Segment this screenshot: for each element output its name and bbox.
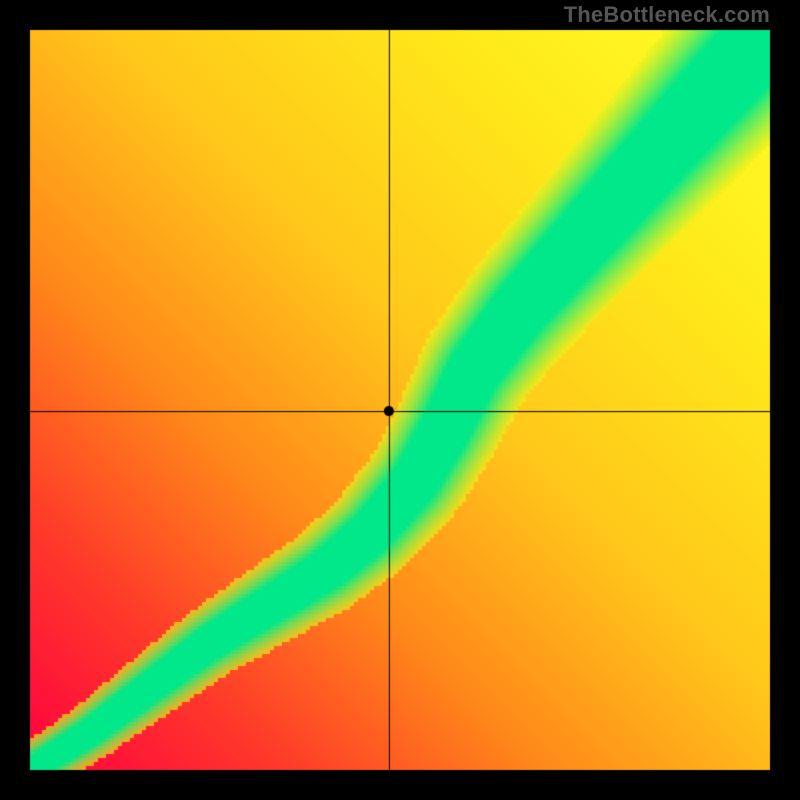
watermark-text: TheBottleneck.com <box>564 2 770 28</box>
bottleneck-heatmap-canvas <box>0 0 800 800</box>
chart-container: TheBottleneck.com <box>0 0 800 800</box>
